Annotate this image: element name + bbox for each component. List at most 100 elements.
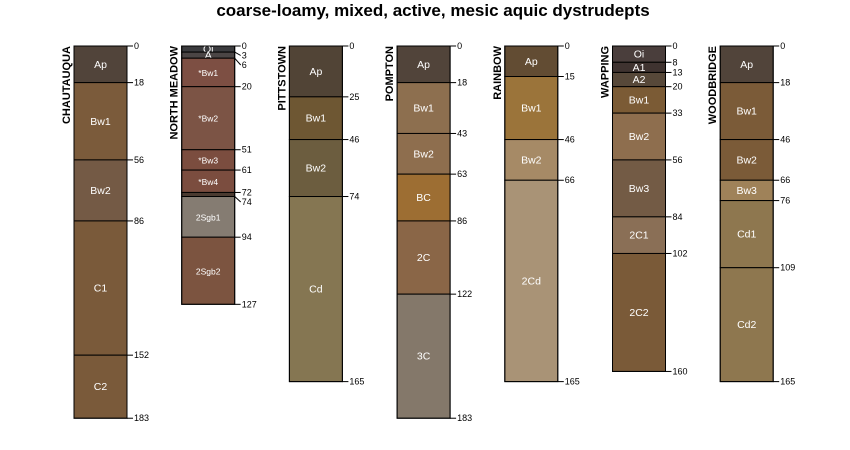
horizon-label: A1 xyxy=(633,62,646,74)
horizon-label: Bw2 xyxy=(90,185,111,197)
depth-tick xyxy=(234,196,242,203)
depth-label: 63 xyxy=(457,169,467,179)
depth-label: 0 xyxy=(134,41,139,51)
profile-name: RAINBOW xyxy=(492,45,504,99)
depth-label: 20 xyxy=(242,82,252,92)
depth-label: 76 xyxy=(780,196,790,206)
horizon-label: 3C xyxy=(417,351,431,363)
depth-label: 84 xyxy=(673,212,683,222)
horizon-label: BC xyxy=(416,192,431,204)
horizon-bw2 xyxy=(73,159,128,222)
profile-outline xyxy=(288,45,343,383)
depth-label: 18 xyxy=(134,78,144,88)
depth-label: 122 xyxy=(457,289,472,299)
depth-label: 0 xyxy=(349,41,354,51)
horizon-cd xyxy=(288,196,343,383)
horizon-label: Bw1 xyxy=(629,94,650,106)
profile-name: WOODBRIDGE xyxy=(707,46,719,124)
horizon-label: Bw2 xyxy=(413,148,434,160)
depth-label: 86 xyxy=(134,216,144,226)
horizon-label: Bw1 xyxy=(736,106,757,118)
horizon-label: Ap xyxy=(525,56,538,68)
horizon-2ab xyxy=(181,191,236,198)
depth-label: 51 xyxy=(242,145,252,155)
profile-name: CHAUTAUQUA xyxy=(61,46,73,124)
depth-label: 18 xyxy=(457,78,467,88)
depth-label: 15 xyxy=(565,72,575,82)
horizon-label: Ap xyxy=(417,59,430,71)
horizon-label: Bw1 xyxy=(521,103,542,115)
depth-label: 165 xyxy=(565,377,580,387)
profile-outline xyxy=(504,45,559,383)
horizon-label: *Bw3 xyxy=(198,155,218,165)
horizon-label: Oi xyxy=(203,44,214,56)
horizon-2c xyxy=(396,220,451,295)
depth-label: 109 xyxy=(780,263,795,273)
horizon-label: 2Sgb2 xyxy=(196,266,221,276)
profile-chautauqua: Ap Bw1 Bw2 C1 C2 0 18 56 86 152 183 CHAUTAUQUA xyxy=(61,41,149,423)
depth-label: 0 xyxy=(565,41,570,51)
horizon-label: *Bw4 xyxy=(198,177,218,187)
depth-label: 66 xyxy=(780,175,790,185)
depth-label: 0 xyxy=(780,41,785,51)
horizon-label: 2C xyxy=(417,252,431,264)
depth-tick xyxy=(234,57,242,66)
depth-label: 6 xyxy=(242,60,247,70)
profile-name: POMPTON xyxy=(384,46,396,101)
depth-label: 0 xyxy=(457,41,462,51)
horizon-label: Bw2 xyxy=(306,163,327,175)
depth-label: 183 xyxy=(457,413,472,423)
profile-outline xyxy=(612,45,666,372)
horizon-label: Cd xyxy=(309,284,323,296)
depth-label: 86 xyxy=(457,216,467,226)
profile-north-meadow: OiA *Bw1 *Bw2 *Bw3 *Bw4 2Sgb1 2Sgb2 036 20 51 61 72… xyxy=(169,41,257,309)
horizon-bw1 xyxy=(73,82,128,161)
profile-rainbow: Ap Bw1 Bw2 2Cd 0 15 46 66 165 RAINBOW xyxy=(492,41,580,387)
horizon-c1 xyxy=(73,220,128,356)
profile-outline xyxy=(73,45,128,419)
horizon-label: 2Cd xyxy=(522,275,541,287)
depth-label: 74 xyxy=(349,192,359,202)
depth-label: 127 xyxy=(242,299,257,309)
depth-label: 0 xyxy=(673,41,678,51)
depth-label: 183 xyxy=(134,413,149,423)
depth-label: 56 xyxy=(134,155,144,165)
depth-label: 102 xyxy=(673,248,688,258)
horizon-label: C1 xyxy=(94,283,108,295)
profile-outline xyxy=(396,45,451,419)
profile-name: WAPPING xyxy=(600,46,612,98)
depth-label: 46 xyxy=(349,135,359,145)
profile-outline xyxy=(719,45,774,383)
depth-label: 18 xyxy=(780,78,790,88)
depth-label: 94 xyxy=(242,232,252,242)
horizon-label: Bw1 xyxy=(413,103,434,115)
depth-tick xyxy=(234,51,241,56)
depth-label: 13 xyxy=(673,67,683,77)
horizon-label: Bw3 xyxy=(629,183,650,195)
horizon-label: Ap xyxy=(309,66,322,78)
depth-label: 152 xyxy=(134,350,149,360)
horizon-label: 2Sgb1 xyxy=(196,212,221,222)
horizon-bw2 xyxy=(504,139,559,181)
horizon-bw1 xyxy=(396,82,451,134)
horizon-label: A xyxy=(205,50,212,62)
horizon-label: 2C2 xyxy=(629,307,648,319)
horizon-label: Cd2 xyxy=(737,319,756,331)
depth-label: 8 xyxy=(673,57,678,67)
depth-label: 165 xyxy=(349,377,364,387)
depth-label: 0 xyxy=(242,41,247,51)
profile-name: NORTH MEADOW xyxy=(169,45,181,139)
profile-woodbridge: Ap Bw1 Bw2 Bw3 Cd1 Cd2 0 18 46 66 76 109 165 WOODBRID… xyxy=(707,41,795,387)
horizon-label: A2 xyxy=(633,74,646,86)
horizon-label: Ap xyxy=(740,59,753,71)
horizon-label: Bw3 xyxy=(736,185,757,197)
horizon-2cd xyxy=(504,179,559,383)
depth-label: 46 xyxy=(780,135,790,145)
horizon-label: Bw2 xyxy=(629,131,650,143)
horizon-label: C2 xyxy=(94,381,108,393)
profile-name: PITTSTOWN xyxy=(276,46,288,111)
profile-pittstown: Ap Bw1 Bw2 Cd 0 25 46 74 165 PITTSTOWN xyxy=(276,41,364,387)
depth-label: 3 xyxy=(242,51,247,61)
